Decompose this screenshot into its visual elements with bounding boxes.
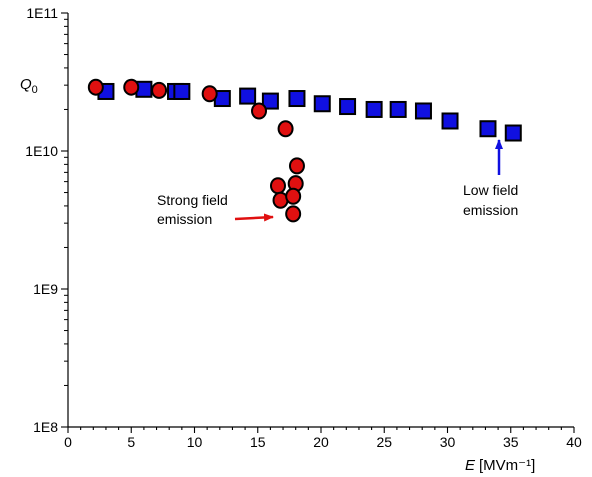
- data-point-square: [339, 98, 357, 116]
- data-point-circle: [87, 78, 104, 96]
- data-point-square: [239, 87, 257, 105]
- x-tick-label: 25: [376, 434, 392, 450]
- annotation-low-field: Low field emission: [463, 139, 518, 218]
- data-point-circle: [285, 187, 302, 205]
- data-point-square: [261, 92, 279, 110]
- data-point-square: [414, 102, 432, 120]
- data-point-square: [288, 90, 306, 108]
- y-tick-label: 1E11: [26, 5, 58, 21]
- data-point-circle: [251, 102, 268, 120]
- axis-ticks: [61, 12, 575, 433]
- x-tick-label: 15: [250, 434, 266, 450]
- data-point-circle: [285, 205, 302, 223]
- annotation-strong-field: Strong field emission: [157, 192, 274, 227]
- data-point-square: [173, 82, 191, 100]
- data-point-square: [389, 100, 407, 118]
- data-point-circle: [201, 85, 218, 103]
- x-axis-title: E [MVm⁻¹]: [465, 457, 535, 474]
- x-tick-label: 10: [187, 434, 203, 450]
- data-point-square: [441, 112, 459, 130]
- x-tick-label: 0: [64, 434, 72, 450]
- x-tick-label: 40: [566, 434, 582, 450]
- annotation-strong-arrow: [234, 213, 274, 222]
- series-squares: [97, 80, 522, 142]
- data-point-circle: [277, 120, 294, 138]
- annotation-strong-line2: emission: [157, 211, 212, 227]
- data-point-square: [313, 95, 331, 113]
- x-axis-title-var: E: [465, 457, 476, 474]
- y-tick-label: 1E9: [33, 281, 58, 297]
- data-point-square: [504, 124, 522, 142]
- data-point-square: [365, 100, 383, 118]
- x-tick-label: 20: [313, 434, 329, 450]
- y-tick-label: 1E8: [33, 419, 58, 435]
- y-axis-title: Q0: [20, 76, 38, 96]
- data-point-circle: [123, 78, 140, 96]
- data-point-circle: [151, 81, 168, 99]
- x-tick-label: 5: [127, 434, 135, 450]
- y-axis-title-sub: 0: [32, 84, 38, 96]
- data-point-square: [479, 120, 497, 138]
- series-circles: [87, 78, 305, 223]
- annotation-strong-line1: Strong field: [157, 192, 228, 208]
- y-axis-title-var: Q: [20, 76, 32, 93]
- data-point-circle: [288, 157, 305, 175]
- x-tick-label: 30: [440, 434, 456, 450]
- annotation-low-line2: emission: [463, 202, 518, 218]
- y-tick-label: 1E10: [25, 143, 58, 159]
- data-point-circle: [269, 177, 286, 195]
- x-axis-title-unit: [MVm⁻¹]: [479, 457, 535, 474]
- tick-labels: 0 5 10 15 20 25 30 35 40 1E8 1E9 1E10 1E11: [25, 5, 582, 450]
- x-tick-label: 35: [503, 434, 519, 450]
- annotation-low-line1: Low field: [463, 182, 518, 198]
